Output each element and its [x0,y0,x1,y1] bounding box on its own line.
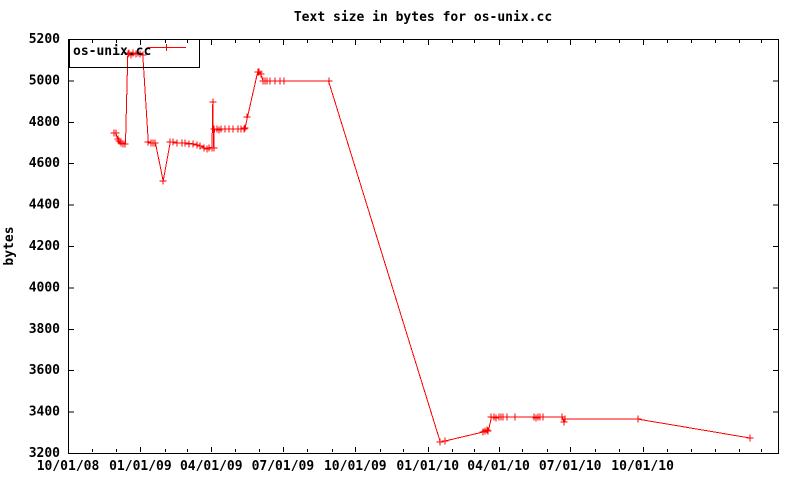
x-tick-label: 07/01/10 [539,459,602,474]
y-tick-label: 4600 [29,156,60,171]
x-tick-label: 01/01/09 [109,459,172,474]
chart-title: Text size in bytes for os-unix.cc [294,10,552,25]
plot-border [68,39,779,454]
y-tick-label: 3600 [29,363,60,378]
legend-label: os-unix.cc [73,44,151,59]
legend-box [69,39,200,68]
y-tick-label: 5000 [29,73,60,88]
y-tick-label: 4200 [29,239,60,254]
x-tick-label: 04/01/09 [180,459,243,474]
y-tick-label: 4800 [29,115,60,130]
x-tick-label: 10/01/08 [37,459,100,474]
y-tick-label: 4400 [29,198,60,213]
y-tick-label: 3800 [29,322,60,337]
y-tick-label: 3200 [29,446,60,461]
x-tick-label: 10/01/09 [324,459,387,474]
y-tick-label: 3400 [29,405,60,420]
y-axis-title: bytes [2,226,17,265]
x-tick-label: 01/01/10 [396,459,459,474]
data-point-markers [110,49,754,446]
x-tick-label: 04/01/10 [467,459,530,474]
x-tick-label: 10/01/10 [611,459,674,474]
legend-sample-marker [163,44,170,51]
series-line [114,52,751,443]
x-tick-label: 07/01/09 [252,459,315,474]
y-tick-label: 5200 [29,32,60,47]
y-tick-label: 4000 [29,280,60,295]
